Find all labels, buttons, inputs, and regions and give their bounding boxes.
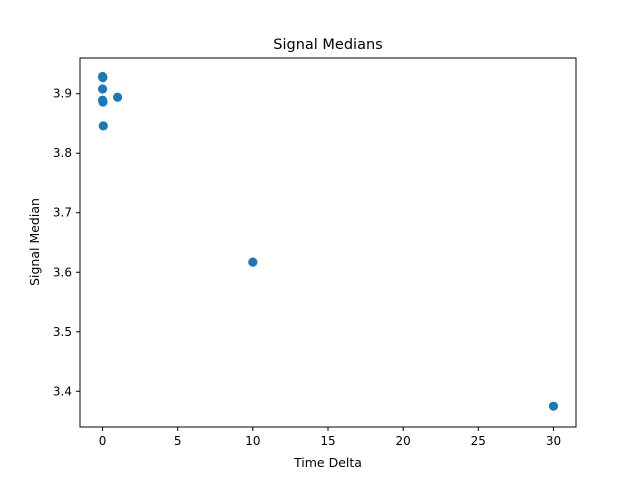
data-point xyxy=(112,92,123,102)
data-point xyxy=(548,401,559,411)
data-points xyxy=(97,71,559,411)
plot-area-frame xyxy=(79,57,577,428)
data-point xyxy=(98,97,108,107)
data-point xyxy=(248,257,258,267)
x-tick-label: 5 xyxy=(174,434,182,448)
data-point xyxy=(98,121,108,131)
x-tick-label: 20 xyxy=(396,434,411,448)
x-tick-label: 25 xyxy=(471,434,486,448)
data-point xyxy=(98,73,108,83)
x-tick-label: 10 xyxy=(245,434,260,448)
y-tick-label: 3.6 xyxy=(53,265,72,279)
x-tick-label: 30 xyxy=(546,434,561,448)
y-tick-label: 3.4 xyxy=(53,384,72,398)
y-tick-label: 3.5 xyxy=(53,325,72,339)
x-tick-label: 15 xyxy=(320,434,335,448)
y-tick-label: 3.9 xyxy=(53,87,72,101)
axis-ticks: 0 5 10 15 20 25 30 3.4 3.5 3.6 3.7 3.8 3.9 xyxy=(53,87,561,448)
x-axis-label: Time Delta xyxy=(293,455,362,470)
chart-title: Signal Medians xyxy=(273,37,382,53)
y-tick-label: 3.7 xyxy=(53,206,72,220)
x-tick-label: 0 xyxy=(99,434,107,448)
data-point xyxy=(97,84,108,94)
y-axis-label: Signal Median xyxy=(27,198,42,286)
y-tick-label: 3.8 xyxy=(53,146,72,160)
